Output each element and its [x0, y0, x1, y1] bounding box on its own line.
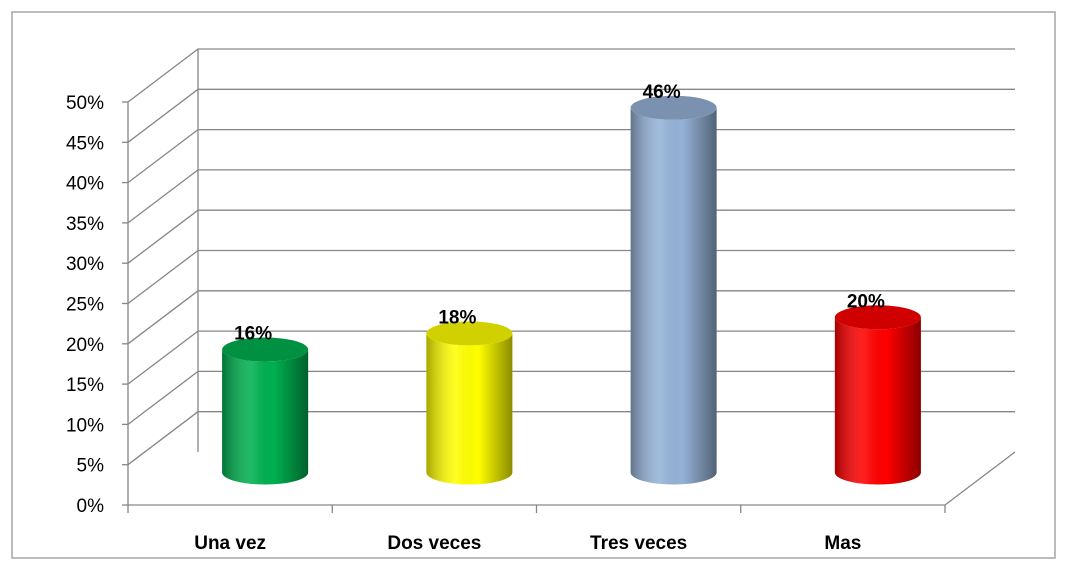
grid-line: [127, 169, 1015, 224]
bar-top: [630, 95, 717, 120]
grid-line: [127, 249, 1015, 305]
bar-shade: [222, 349, 309, 485]
bar-top: [834, 305, 921, 330]
x-tick-label: Dos veces: [387, 533, 481, 554]
y-tick-label: 45%: [66, 133, 104, 154]
x-tick-label: Tres veces: [590, 533, 687, 554]
data-label: 20%: [847, 291, 885, 312]
y-tick-label: 40%: [66, 174, 104, 195]
grid-line: [127, 411, 1015, 466]
y-tick-label: 0%: [77, 496, 105, 517]
grid-line: [127, 330, 1015, 385]
grid-line: [127, 290, 1015, 345]
y-tick-label: 35%: [66, 214, 104, 235]
x-tick-label: Una vez: [194, 533, 266, 554]
bar-shade: [426, 333, 513, 485]
y-tick-label: 5%: [77, 456, 105, 477]
bar-top-shade: [630, 95, 717, 120]
data-label: 46%: [643, 82, 681, 103]
y-tick-label: 25%: [66, 295, 104, 316]
bar-top: [222, 337, 309, 362]
bar-top-shade: [426, 321, 513, 346]
grid-line: [127, 370, 1015, 425]
bar-top-shade: [834, 305, 921, 330]
data-label: 16%: [234, 324, 272, 345]
y-tick-label: 10%: [66, 415, 104, 436]
y-tick-label: 15%: [66, 375, 104, 396]
grid-line: [127, 128, 1015, 184]
bar-top: [426, 321, 513, 346]
y-tick-label: 50%: [66, 93, 104, 114]
data-label: 18%: [438, 307, 476, 328]
grid-line: [127, 48, 1015, 103]
y-tick-label: 30%: [66, 254, 104, 275]
bar-shade: [630, 107, 717, 485]
grid-line: [127, 88, 1015, 143]
bar-top-shade: [222, 337, 309, 362]
x-tick-label: Mas: [824, 533, 861, 554]
y-tick-label: 20%: [66, 335, 104, 356]
bar-shade: [834, 317, 921, 485]
grid-line: [127, 209, 1015, 264]
